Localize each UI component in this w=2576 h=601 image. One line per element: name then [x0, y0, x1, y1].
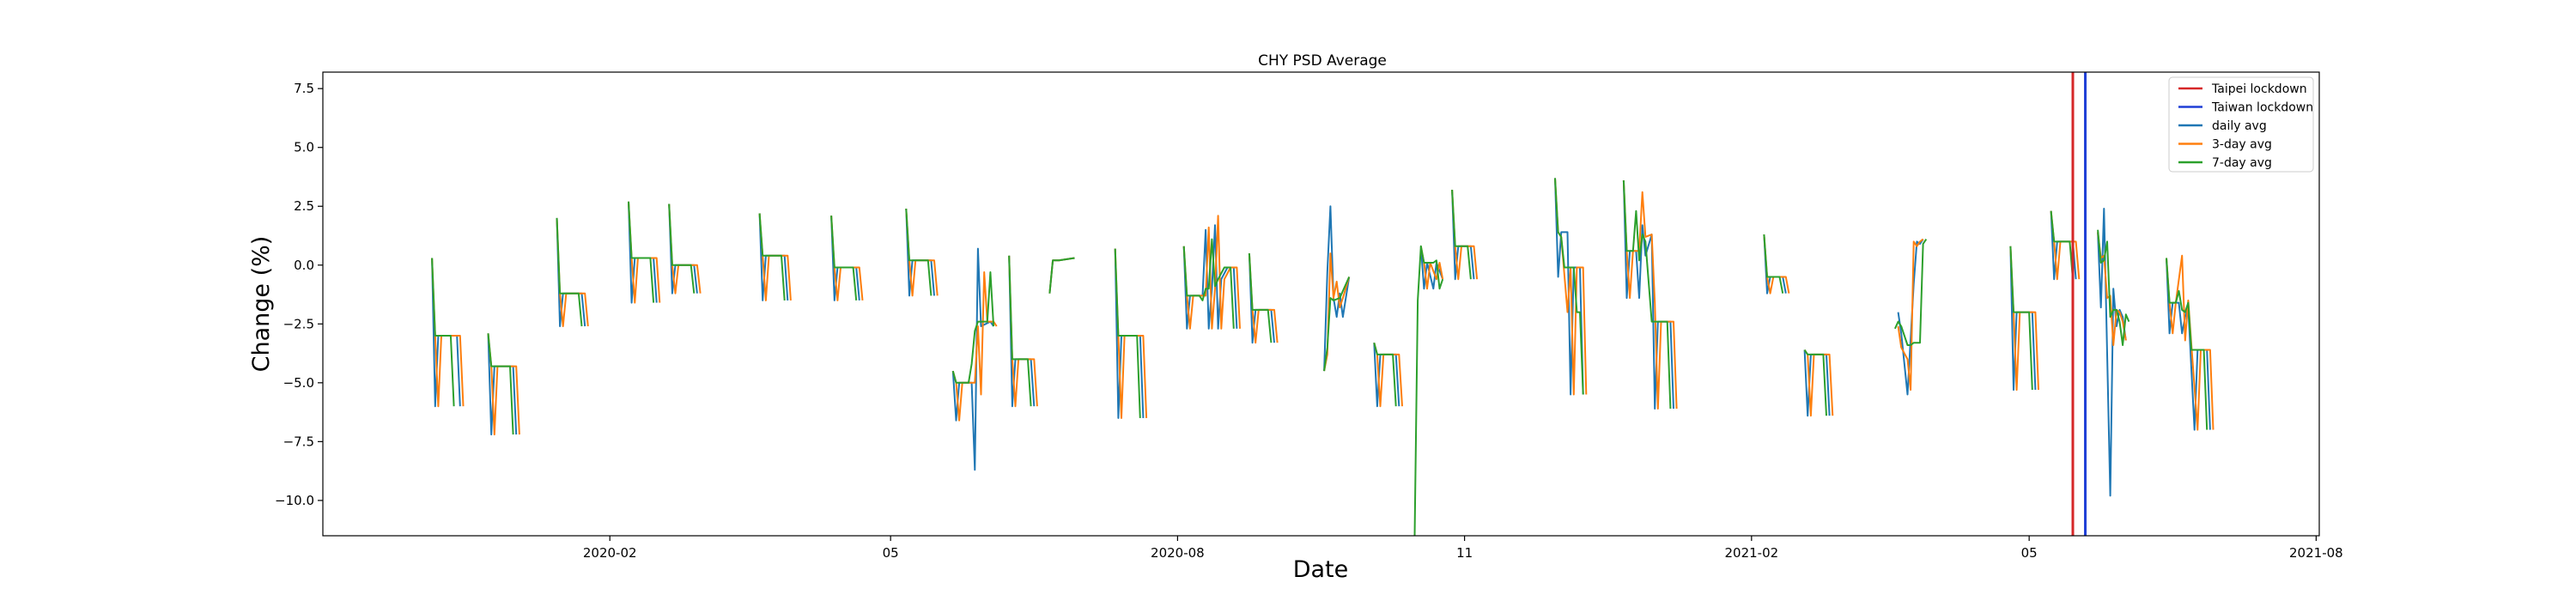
- x-tick-label: 2020-08: [1151, 545, 1205, 561]
- series-line-7-day-avg: [1048, 257, 1075, 294]
- series-line-7-day-avg: [1008, 255, 1032, 407]
- x-tick-label: 2021-08: [2289, 545, 2343, 561]
- series-line-7-day-avg: [951, 271, 995, 384]
- x-tick-label: 2020-02: [583, 545, 637, 561]
- x-tick-label: 11: [1456, 545, 1473, 561]
- series-line-7-day-avg: [1413, 245, 1444, 536]
- series-line-daily-avg: [2097, 208, 2127, 497]
- series-line-7-day-avg: [1554, 178, 1584, 395]
- legend-frame: [2168, 76, 2314, 173]
- x-axis-ticks: 2020-02 05 2020-08 11 2021-02 05 2021-08: [583, 536, 2343, 561]
- series-line-7-day-avg: [830, 216, 858, 300]
- series-line-daily-avg: [951, 247, 994, 471]
- series-line-7-day-avg: [1248, 253, 1273, 343]
- series-line-3-day-avg: [951, 271, 998, 422]
- y-tick-label: 0.0: [294, 258, 314, 273]
- series-line-7-day-avg: [1373, 342, 1397, 407]
- y-axis-ticks: 7.5 5.0 2.5 0.0 −2.5 −5.0 −7.5 −10.0: [275, 81, 323, 508]
- series-line-7-day-avg: [431, 258, 455, 407]
- series-line-7-day-avg: [1451, 190, 1472, 280]
- chart-legend: Taipei lockdown Taiwan lockdown daily avg 3…: [2168, 76, 2314, 173]
- series-line-daily-avg: [1897, 239, 1924, 396]
- plot-frame: [322, 71, 2320, 537]
- plot-area: [431, 72, 2215, 536]
- series-line-7-day-avg: [758, 213, 786, 300]
- series-line-7-day-avg: [556, 217, 583, 327]
- series-line-7-day-avg: [628, 201, 655, 303]
- y-tick-label: −5.0: [283, 375, 314, 391]
- y-axis-title: Change (%): [248, 236, 275, 373]
- series-7-day-avg: [431, 178, 2208, 536]
- series-line-3-day-avg: [1897, 238, 1924, 392]
- series-line-7-day-avg: [1803, 349, 1827, 416]
- series-line-7-day-avg: [2009, 246, 2033, 391]
- y-tick-label: −7.5: [283, 434, 314, 449]
- series-line-3-day-avg: [2097, 232, 2127, 346]
- series-line-7-day-avg: [1893, 239, 1928, 346]
- y-tick-label: 5.0: [294, 140, 314, 155]
- legend-label: 7-day avg: [2212, 156, 2272, 170]
- y-tick-label: −2.5: [283, 316, 314, 331]
- legend-label: 3-day avg: [2212, 138, 2272, 152]
- x-tick-label: 05: [883, 545, 899, 561]
- series-line-3-day-avg: [1182, 215, 1241, 330]
- series-line-7-day-avg: [1763, 234, 1784, 294]
- series-line-7-day-avg: [1323, 276, 1351, 372]
- series-line-7-day-avg: [2097, 229, 2130, 346]
- y-tick-label: −10.0: [275, 493, 314, 508]
- series-line-7-day-avg: [905, 208, 933, 296]
- series-line-7-day-avg: [2166, 258, 2208, 430]
- y-tick-label: 2.5: [294, 198, 314, 214]
- chart-title: CHY PSD Average: [1258, 52, 1387, 70]
- x-axis-title: Date: [1293, 556, 1349, 583]
- x-tick-label: 05: [2021, 545, 2038, 561]
- series-line-7-day-avg: [487, 333, 514, 435]
- y-tick-label: 7.5: [294, 81, 314, 96]
- series-line-7-day-avg: [1622, 180, 1672, 410]
- legend-label: daily avg: [2212, 119, 2267, 133]
- series-line-7-day-avg: [2050, 210, 2074, 280]
- series-line-daily-avg: [1323, 205, 1351, 372]
- legend-label: Taipei lockdown: [2211, 82, 2307, 96]
- series-line-7-day-avg: [1182, 238, 1235, 329]
- series-line-7-day-avg: [668, 203, 696, 294]
- x-tick-label: 2021-02: [1724, 545, 1778, 561]
- series-line-7-day-avg: [1114, 248, 1141, 418]
- legend-label: Taiwan lockdown: [2211, 101, 2313, 115]
